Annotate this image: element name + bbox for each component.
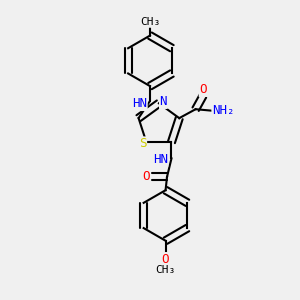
Text: HN: HN (132, 98, 147, 110)
Text: CH₃: CH₃ (140, 17, 160, 27)
Text: N: N (160, 95, 167, 108)
Text: NH₂: NH₂ (212, 104, 235, 117)
Text: O: O (142, 170, 149, 183)
Text: O: O (199, 83, 207, 96)
Text: O: O (161, 253, 169, 266)
Text: HN: HN (153, 153, 168, 167)
Text: S: S (139, 137, 146, 150)
Text: CH₃: CH₃ (155, 265, 176, 275)
